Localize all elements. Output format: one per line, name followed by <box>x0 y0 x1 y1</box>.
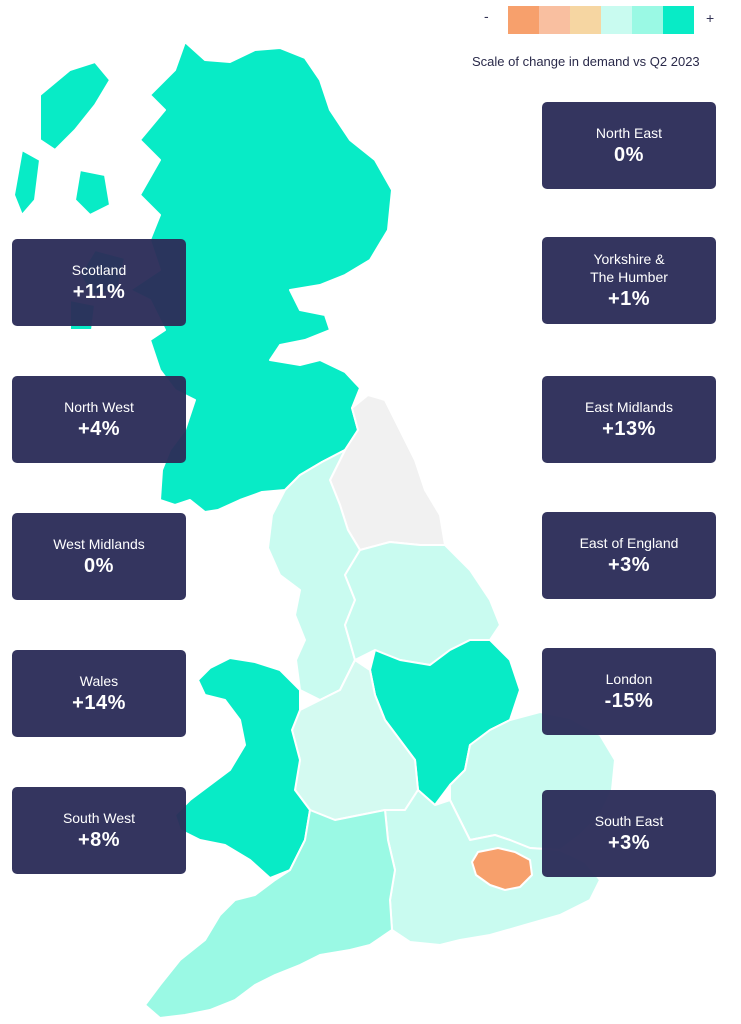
region-value: 0% <box>84 554 114 577</box>
region-card-south-west[interactable]: South West +8% <box>12 787 186 874</box>
region-name: London <box>605 670 653 687</box>
region-value: +1% <box>607 287 651 310</box>
region-card-wales[interactable]: Wales +14% <box>12 650 186 737</box>
scale-swatch-3 <box>570 6 601 34</box>
region-value: +3% <box>607 553 651 576</box>
region-name: North West <box>64 398 134 415</box>
region-name: East of England <box>579 534 679 551</box>
region-card-london[interactable]: London -15% <box>542 648 716 735</box>
region-name: South East <box>594 812 664 829</box>
region-value: +4% <box>77 417 121 440</box>
region-name: Wales <box>79 672 119 689</box>
region-value: +8% <box>77 828 121 851</box>
scale-swatch-1 <box>508 6 539 34</box>
region-card-east-of-england[interactable]: East of England +3% <box>542 512 716 599</box>
region-card-south-east[interactable]: South East +3% <box>542 790 716 877</box>
region-name: Yorkshire & The Humber <box>590 250 668 285</box>
region-card-west-midlands[interactable]: West Midlands 0% <box>12 513 186 600</box>
region-name: East Midlands <box>585 398 673 415</box>
scale-legend: - + Scale of change in demand vs Q2 2023 <box>472 4 730 74</box>
region-shape-wales[interactable] <box>174 657 311 879</box>
region-card-north-west[interactable]: North West +4% <box>12 376 186 463</box>
scale-swatch-4 <box>601 6 632 34</box>
region-value: 0% <box>614 143 644 166</box>
region-shape-london[interactable] <box>471 847 533 891</box>
region-name: North East <box>595 124 663 141</box>
scale-swatch-5 <box>632 6 663 34</box>
scale-color-bar <box>508 6 694 34</box>
region-name: South West <box>62 809 136 826</box>
region-card-scotland[interactable]: Scotland +11% <box>12 239 186 326</box>
region-value: +11% <box>72 280 126 303</box>
scale-minus-label: - <box>484 8 489 24</box>
region-name: Scotland <box>71 261 127 278</box>
region-card-north-east[interactable]: North East 0% <box>542 102 716 189</box>
region-value: +14% <box>72 691 126 714</box>
region-name: West Midlands <box>53 535 145 552</box>
region-card-east-midlands[interactable]: East Midlands +13% <box>542 376 716 463</box>
scale-caption: Scale of change in demand vs Q2 2023 <box>472 54 700 69</box>
region-card-yorkshire[interactable]: Yorkshire & The Humber +1% <box>542 237 716 324</box>
scale-swatch-6 <box>663 6 694 34</box>
region-value: +13% <box>602 417 656 440</box>
scale-swatch-2 <box>539 6 570 34</box>
region-value: +3% <box>607 831 651 854</box>
region-value: -15% <box>604 689 654 712</box>
region-shape-south-west[interactable] <box>144 809 396 1019</box>
scale-plus-label: + <box>706 10 715 26</box>
